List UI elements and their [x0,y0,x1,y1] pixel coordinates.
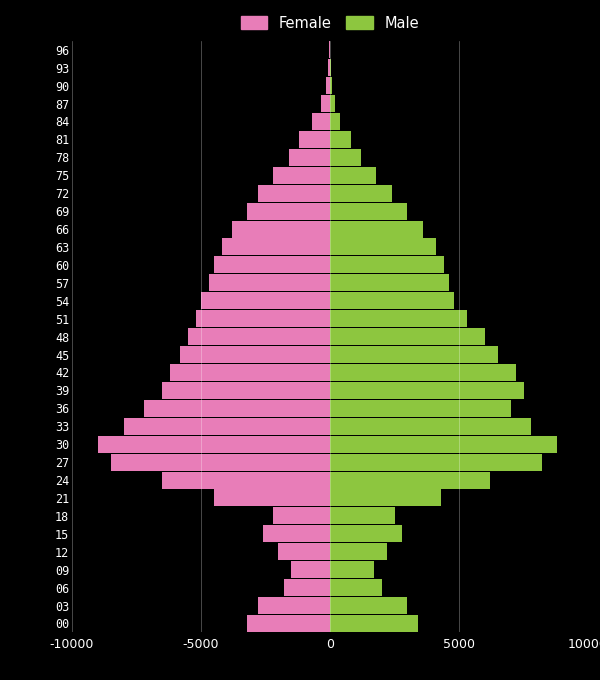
Bar [162,471,330,488]
Bar [124,418,330,435]
Bar [196,310,330,327]
Bar [330,418,531,435]
Bar [247,615,330,632]
Bar [330,400,511,417]
Bar [330,131,350,148]
Bar [326,77,330,94]
Bar [289,149,330,166]
Bar [209,274,330,291]
Bar [312,113,330,130]
Bar [330,454,542,471]
Bar [170,364,330,381]
Bar [330,185,392,202]
Bar [258,597,330,614]
Bar [330,615,418,632]
Bar [321,95,330,112]
Bar [328,59,330,76]
Legend: Female, Male: Female, Male [241,16,419,31]
Bar [221,239,330,256]
Bar [201,292,330,309]
Bar [330,597,407,614]
Bar [330,561,374,578]
Bar [284,579,330,596]
Bar [232,220,330,237]
Bar [273,167,330,184]
Bar [330,579,382,596]
Bar [330,149,361,166]
Bar [330,364,516,381]
Bar [330,95,335,112]
Bar [330,113,340,130]
Bar [98,436,330,453]
Bar [188,328,330,345]
Bar [258,185,330,202]
Bar [330,77,332,94]
Bar [330,525,402,543]
Bar [330,543,387,560]
Bar [299,131,330,148]
Bar [330,167,376,184]
Bar [330,507,395,524]
Bar [214,490,330,507]
Bar [273,507,330,524]
Bar [278,543,330,560]
Bar [330,490,441,507]
Bar [330,310,467,327]
Bar [247,203,330,220]
Bar [214,256,330,273]
Bar [330,256,443,273]
Bar [181,346,330,363]
Bar [162,382,330,399]
Bar [330,59,331,76]
Bar [330,346,498,363]
Bar [330,203,407,220]
Bar [330,292,454,309]
Bar [330,274,449,291]
Bar [330,471,490,488]
Bar [292,561,330,578]
Bar [110,454,330,471]
Bar [330,328,485,345]
Bar [144,400,330,417]
Bar [263,525,330,543]
Bar [330,220,423,237]
Bar [330,382,523,399]
Bar [330,239,436,256]
Bar [330,436,557,453]
